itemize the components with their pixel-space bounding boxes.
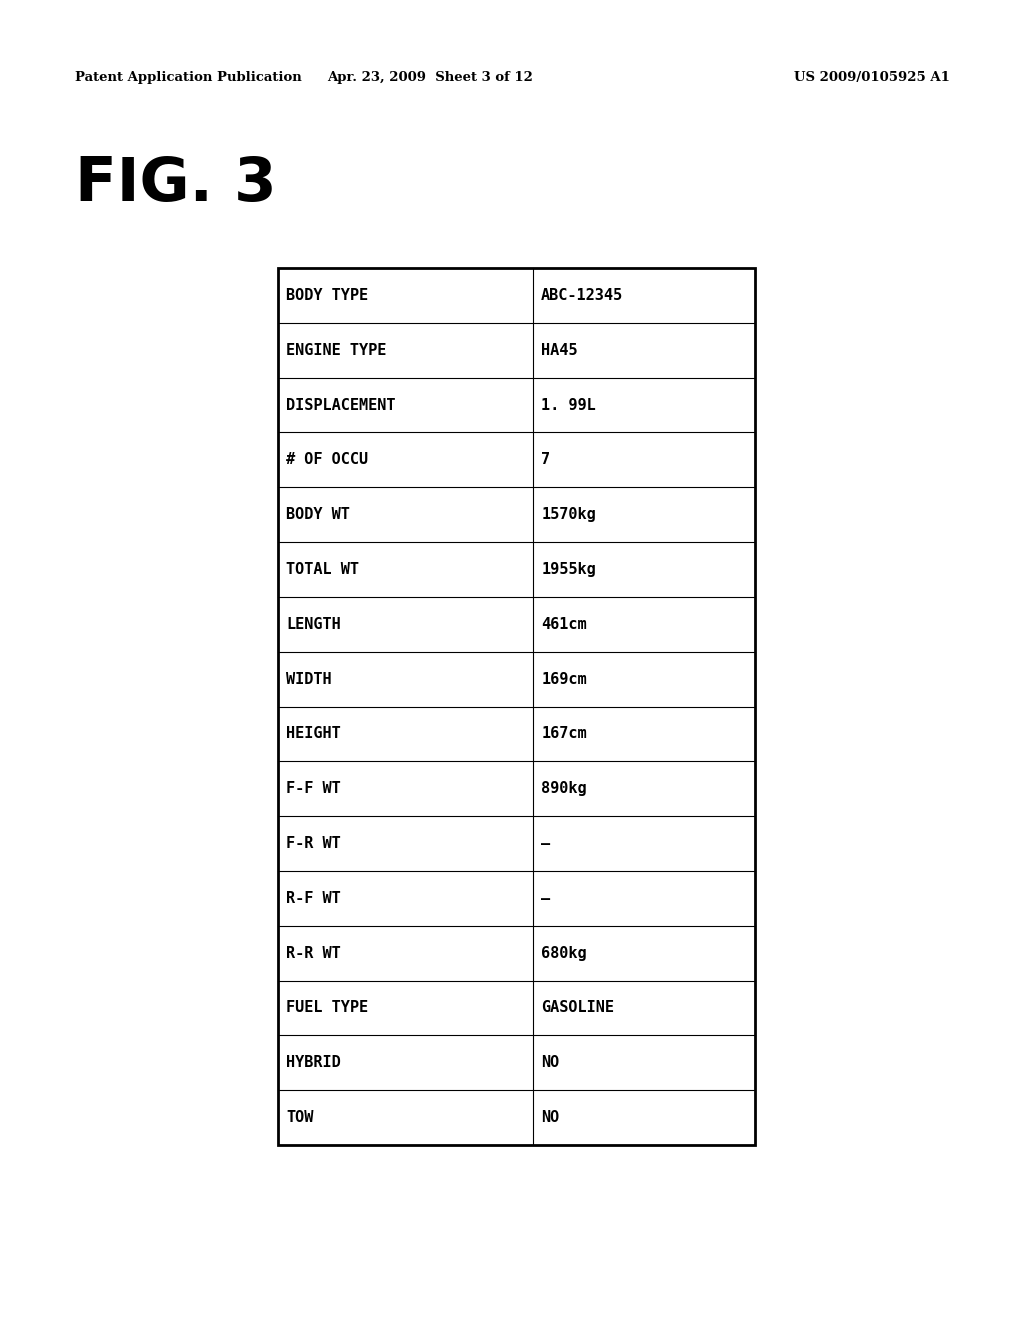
Text: 890kg: 890kg	[542, 781, 587, 796]
Text: F-R WT: F-R WT	[286, 836, 341, 851]
Text: TOW: TOW	[286, 1110, 313, 1125]
Text: WIDTH: WIDTH	[286, 672, 332, 686]
Bar	[278, 268, 755, 1144]
Text: FIG. 3: FIG. 3	[75, 156, 276, 214]
Text: 1570kg: 1570kg	[542, 507, 596, 523]
Text: Apr. 23, 2009  Sheet 3 of 12: Apr. 23, 2009 Sheet 3 of 12	[327, 71, 532, 84]
Text: R-R WT: R-R WT	[286, 945, 341, 961]
Text: TOTAL WT: TOTAL WT	[286, 562, 359, 577]
Text: 169cm: 169cm	[542, 672, 587, 686]
Text: Patent Application Publication: Patent Application Publication	[75, 71, 302, 84]
Text: BODY TYPE: BODY TYPE	[286, 288, 368, 302]
Text: # OF OCCU: # OF OCCU	[286, 453, 368, 467]
Text: –: –	[542, 836, 550, 851]
Text: BODY WT: BODY WT	[286, 507, 350, 523]
Text: FUEL TYPE: FUEL TYPE	[286, 1001, 368, 1015]
Text: 680kg: 680kg	[542, 945, 587, 961]
Text: –: –	[542, 891, 550, 906]
Text: 7: 7	[542, 453, 550, 467]
Text: HYBRID: HYBRID	[286, 1055, 341, 1071]
Text: ABC-12345: ABC-12345	[542, 288, 624, 302]
Text: 167cm: 167cm	[542, 726, 587, 742]
Text: HEIGHT: HEIGHT	[286, 726, 341, 742]
Text: US 2009/0105925 A1: US 2009/0105925 A1	[795, 71, 950, 84]
Text: DISPLACEMENT: DISPLACEMENT	[286, 397, 395, 413]
Text: 461cm: 461cm	[542, 616, 587, 632]
Text: ENGINE TYPE: ENGINE TYPE	[286, 343, 386, 358]
Text: 1. 99L: 1. 99L	[542, 397, 596, 413]
Text: LENGTH: LENGTH	[286, 616, 341, 632]
Text: NO: NO	[542, 1110, 559, 1125]
Text: R-F WT: R-F WT	[286, 891, 341, 906]
Text: 1955kg: 1955kg	[542, 562, 596, 577]
Text: NO: NO	[542, 1055, 559, 1071]
Text: GASOLINE: GASOLINE	[542, 1001, 614, 1015]
Text: F-F WT: F-F WT	[286, 781, 341, 796]
Text: HA45: HA45	[542, 343, 578, 358]
